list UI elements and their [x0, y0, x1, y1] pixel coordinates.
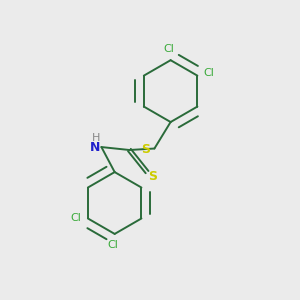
- Text: S: S: [148, 170, 158, 183]
- Text: Cl: Cl: [204, 68, 215, 78]
- Text: Cl: Cl: [108, 240, 118, 250]
- Text: Cl: Cl: [70, 214, 81, 224]
- Text: S: S: [141, 143, 150, 157]
- Text: H: H: [92, 133, 100, 143]
- Text: Cl: Cl: [164, 44, 175, 54]
- Text: N: N: [90, 141, 100, 154]
